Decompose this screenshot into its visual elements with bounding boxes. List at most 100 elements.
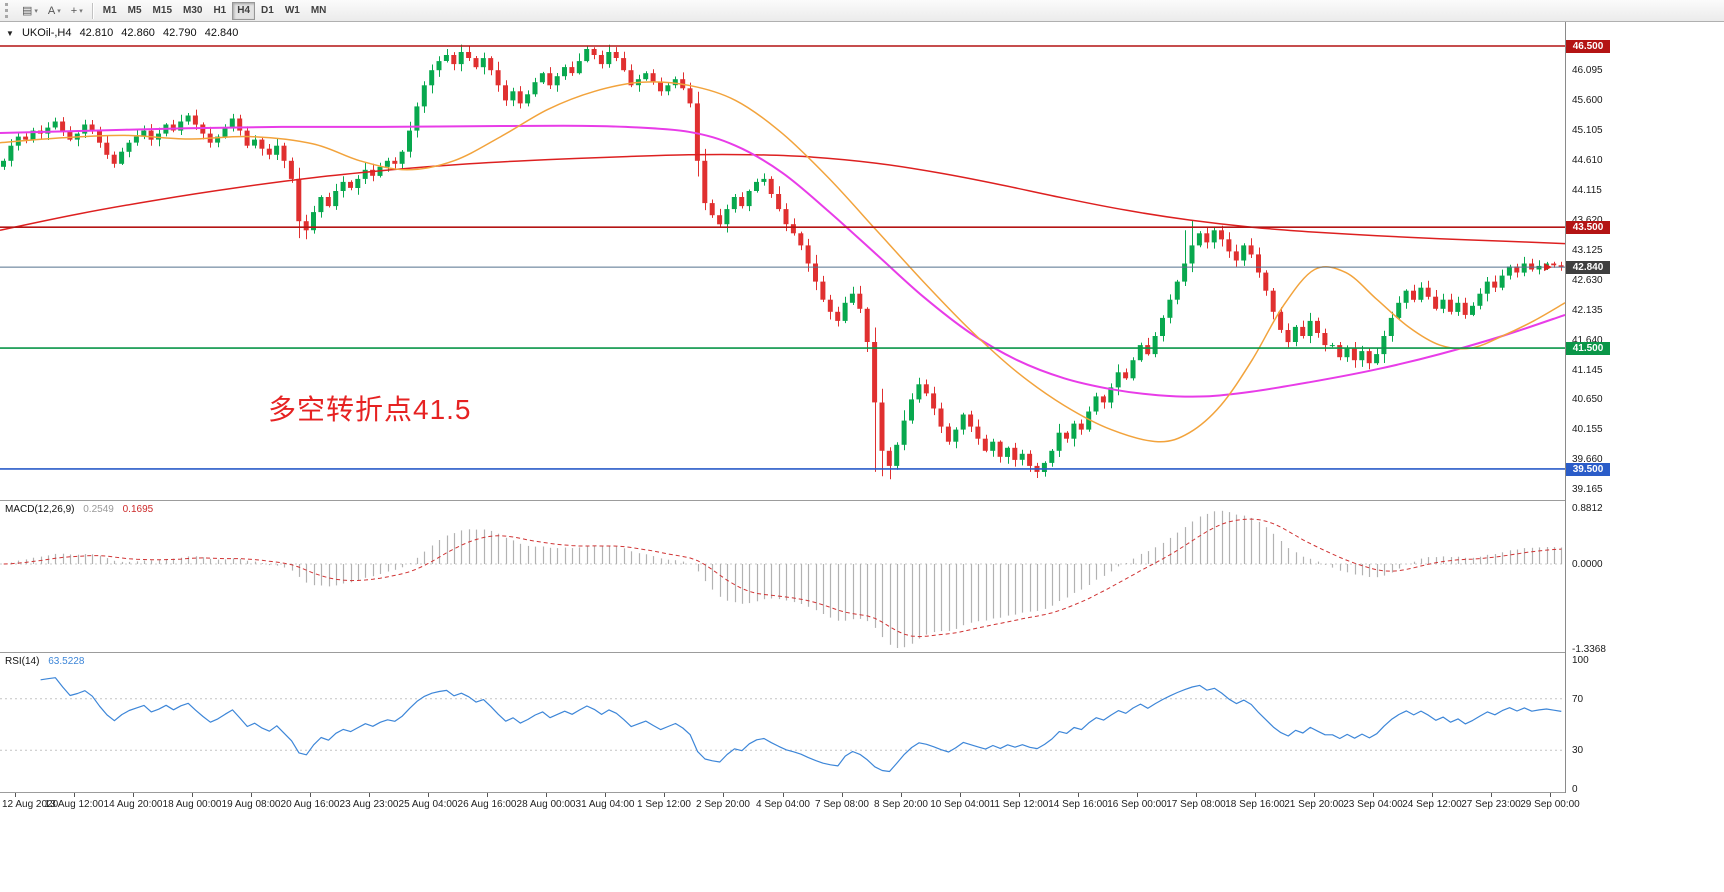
- candle-body: [1337, 345, 1343, 358]
- time-axis[interactable]: 12 Aug 2020 13 Aug 12:00 14 Aug 20:00 18 Au…: [0, 793, 1724, 817]
- candle-body: [1189, 245, 1195, 264]
- time-axis-tick: [310, 793, 311, 797]
- time-axis-tick: [783, 793, 784, 797]
- candle-body: [1204, 233, 1210, 243]
- price-axis[interactable]: 46.095 45.600 45.105 44.610 44.115 43.620 43.1…: [1565, 22, 1724, 795]
- candle-body: [178, 121, 184, 131]
- candle-body: [909, 399, 914, 421]
- time-axis-tick: [133, 793, 134, 797]
- candle-body: [510, 91, 516, 101]
- candle-body: [333, 191, 339, 207]
- panel-divider: [0, 792, 1724, 793]
- crosshair-icon: +: [70, 4, 78, 17]
- candle-body: [872, 342, 878, 403]
- price-tick-label: 43.620: [1572, 215, 1603, 226]
- candle-body: [1492, 281, 1498, 288]
- candle-body: [1529, 263, 1535, 270]
- candle-body: [111, 154, 117, 164]
- panel-divider[interactable]: [0, 500, 1724, 501]
- chart-text-annotation[interactable]: 多空转折点41.5: [268, 394, 472, 425]
- candle-body: [1499, 275, 1505, 288]
- macd-axis-mid: 0.0000: [1572, 559, 1603, 570]
- timeframe-button-m30[interactable]: M30: [178, 2, 207, 20]
- current-price-badge: 42.840: [1566, 261, 1610, 274]
- candle-body: [325, 197, 331, 207]
- candle-body: [1078, 423, 1084, 430]
- candle-body: [945, 426, 951, 442]
- ma-line-slow-red[interactable]: [0, 153, 1565, 245]
- timeframe-button-h1[interactable]: H1: [208, 2, 231, 20]
- candle-body: [990, 441, 996, 451]
- candle-body: [1256, 254, 1261, 273]
- time-axis-label: 28 Aug 00:00: [516, 799, 576, 810]
- timeframe-button-w1[interactable]: W1: [280, 2, 305, 20]
- candle-body: [805, 245, 811, 264]
- candle-body: [1, 160, 6, 167]
- candle-body: [901, 420, 907, 445]
- candle-body: [141, 130, 147, 137]
- ma-line-fast-orange[interactable]: [0, 81, 1565, 443]
- candle-body: [1130, 360, 1136, 379]
- time-axis-label: 10 Sep 04:00: [930, 799, 990, 810]
- price-tick-label: 44.610: [1572, 155, 1603, 166]
- rsi-panel[interactable]: [0, 653, 1565, 792]
- candle-body: [1477, 293, 1483, 306]
- candle-body: [1418, 287, 1424, 300]
- time-axis-tick: [1373, 793, 1374, 797]
- candle-body: [421, 85, 427, 107]
- macd-axis-min: -1.3368: [1572, 644, 1606, 655]
- candle-body: [1307, 320, 1313, 336]
- panel-divider[interactable]: [0, 652, 1724, 653]
- candle-body: [1064, 432, 1069, 439]
- candle-body: [1506, 266, 1512, 276]
- time-axis-label: 24 Sep 12:00: [1402, 799, 1462, 810]
- timeframe-button-d1[interactable]: D1: [256, 2, 279, 20]
- price-chart-canvas[interactable]: [0, 22, 1565, 500]
- chart-window-icon: ▤: [22, 5, 33, 17]
- candle-body: [820, 281, 826, 300]
- candle-body: [495, 70, 501, 86]
- text-tool-icon-button[interactable]: A ▾: [43, 2, 66, 20]
- candle-body: [451, 55, 457, 65]
- candle-body: [1366, 351, 1372, 364]
- chart-window-icon-button[interactable]: ▤ ▾: [17, 2, 43, 20]
- price-tick-label: 46.095: [1572, 65, 1603, 76]
- ma-line-medium-magenta[interactable]: [0, 124, 1565, 398]
- time-axis-label: 16 Sep 00:00: [1107, 799, 1167, 810]
- time-axis-label: 25 Aug 04:00: [398, 799, 458, 810]
- time-axis-tick: [1196, 793, 1197, 797]
- chevron-down-icon: ▾: [57, 7, 61, 15]
- chart-collapse-icon[interactable]: ▼: [6, 29, 14, 38]
- candle-body: [82, 124, 88, 134]
- price-tick-label: 45.105: [1572, 125, 1603, 136]
- macd-panel[interactable]: [0, 501, 1565, 652]
- timeframe-button-h4[interactable]: H4: [232, 1, 256, 20]
- candle-body: [1086, 411, 1092, 430]
- candle-body: [192, 115, 198, 125]
- time-axis-label: 26 Aug 16:00: [457, 799, 517, 810]
- candle-body: [1027, 453, 1033, 466]
- macd-canvas[interactable]: [0, 501, 1565, 652]
- timeframe-button-m15[interactable]: M15: [148, 2, 177, 20]
- candle-body: [798, 233, 804, 246]
- candle-body: [355, 178, 361, 188]
- candle-body: [724, 209, 730, 225]
- price-chart-panel[interactable]: [0, 22, 1565, 500]
- high-value: 42.860: [121, 27, 155, 39]
- time-axis-label: 14 Sep 16:00: [1048, 799, 1108, 810]
- candle-body: [982, 438, 988, 451]
- toolbar-drag-handle[interactable]: [5, 3, 12, 18]
- macd-signal-line: [3, 518, 1562, 638]
- time-axis-tick: [723, 793, 724, 797]
- crosshair-icon-button[interactable]: + ▾: [66, 2, 88, 20]
- candle-body: [1292, 326, 1298, 342]
- candle-body: [244, 130, 250, 146]
- price-level-badge: 41.500: [1566, 342, 1610, 355]
- timeframe-button-m1[interactable]: M1: [98, 2, 122, 20]
- time-axis-label: 19 Aug 08:00: [221, 799, 281, 810]
- candle-body: [864, 308, 870, 342]
- rsi-canvas[interactable]: [0, 653, 1565, 792]
- timeframe-button-mn[interactable]: MN: [306, 2, 332, 20]
- candle-body: [170, 124, 176, 131]
- timeframe-button-m5[interactable]: M5: [123, 2, 147, 20]
